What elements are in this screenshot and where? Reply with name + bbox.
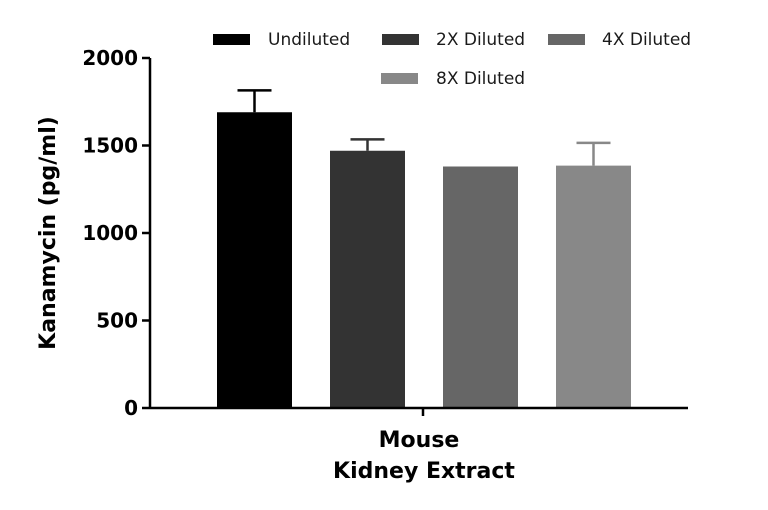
bar-4 — [556, 165, 631, 408]
x-axis-title-line-1: Mouse — [379, 428, 460, 453]
legend-label-3: 4X Diluted — [602, 30, 691, 50]
y-axis: 0 500 1000 1500 2000 — [82, 46, 152, 420]
legend-label-2: 2X Diluted — [436, 30, 525, 50]
legend-swatch-4 — [381, 73, 418, 84]
y-tick-label: 2000 — [82, 46, 138, 70]
bar-1 — [217, 112, 292, 408]
bar-2 — [330, 150, 405, 408]
legend-swatch-3 — [548, 34, 585, 45]
legend-swatch-1 — [213, 34, 250, 45]
y-tick-label: 1000 — [82, 221, 138, 245]
y-tick-label: 0 — [124, 396, 138, 420]
legend-label-4: 8X Diluted — [436, 69, 525, 89]
legend: Undiluted 2X Diluted 4X Diluted 8X Diluted — [213, 30, 691, 89]
y-axis-title: Kanamycin (pg/ml) — [36, 116, 61, 350]
y-tick-label: 500 — [96, 309, 138, 333]
legend-swatch-2 — [382, 34, 419, 45]
legend-label-1: Undiluted — [268, 30, 350, 50]
x-axis-title-line-2: Kidney Extract — [333, 459, 515, 484]
bar-group — [217, 89, 631, 408]
y-tick-label: 1500 — [82, 134, 138, 158]
bar-3 — [443, 166, 518, 408]
